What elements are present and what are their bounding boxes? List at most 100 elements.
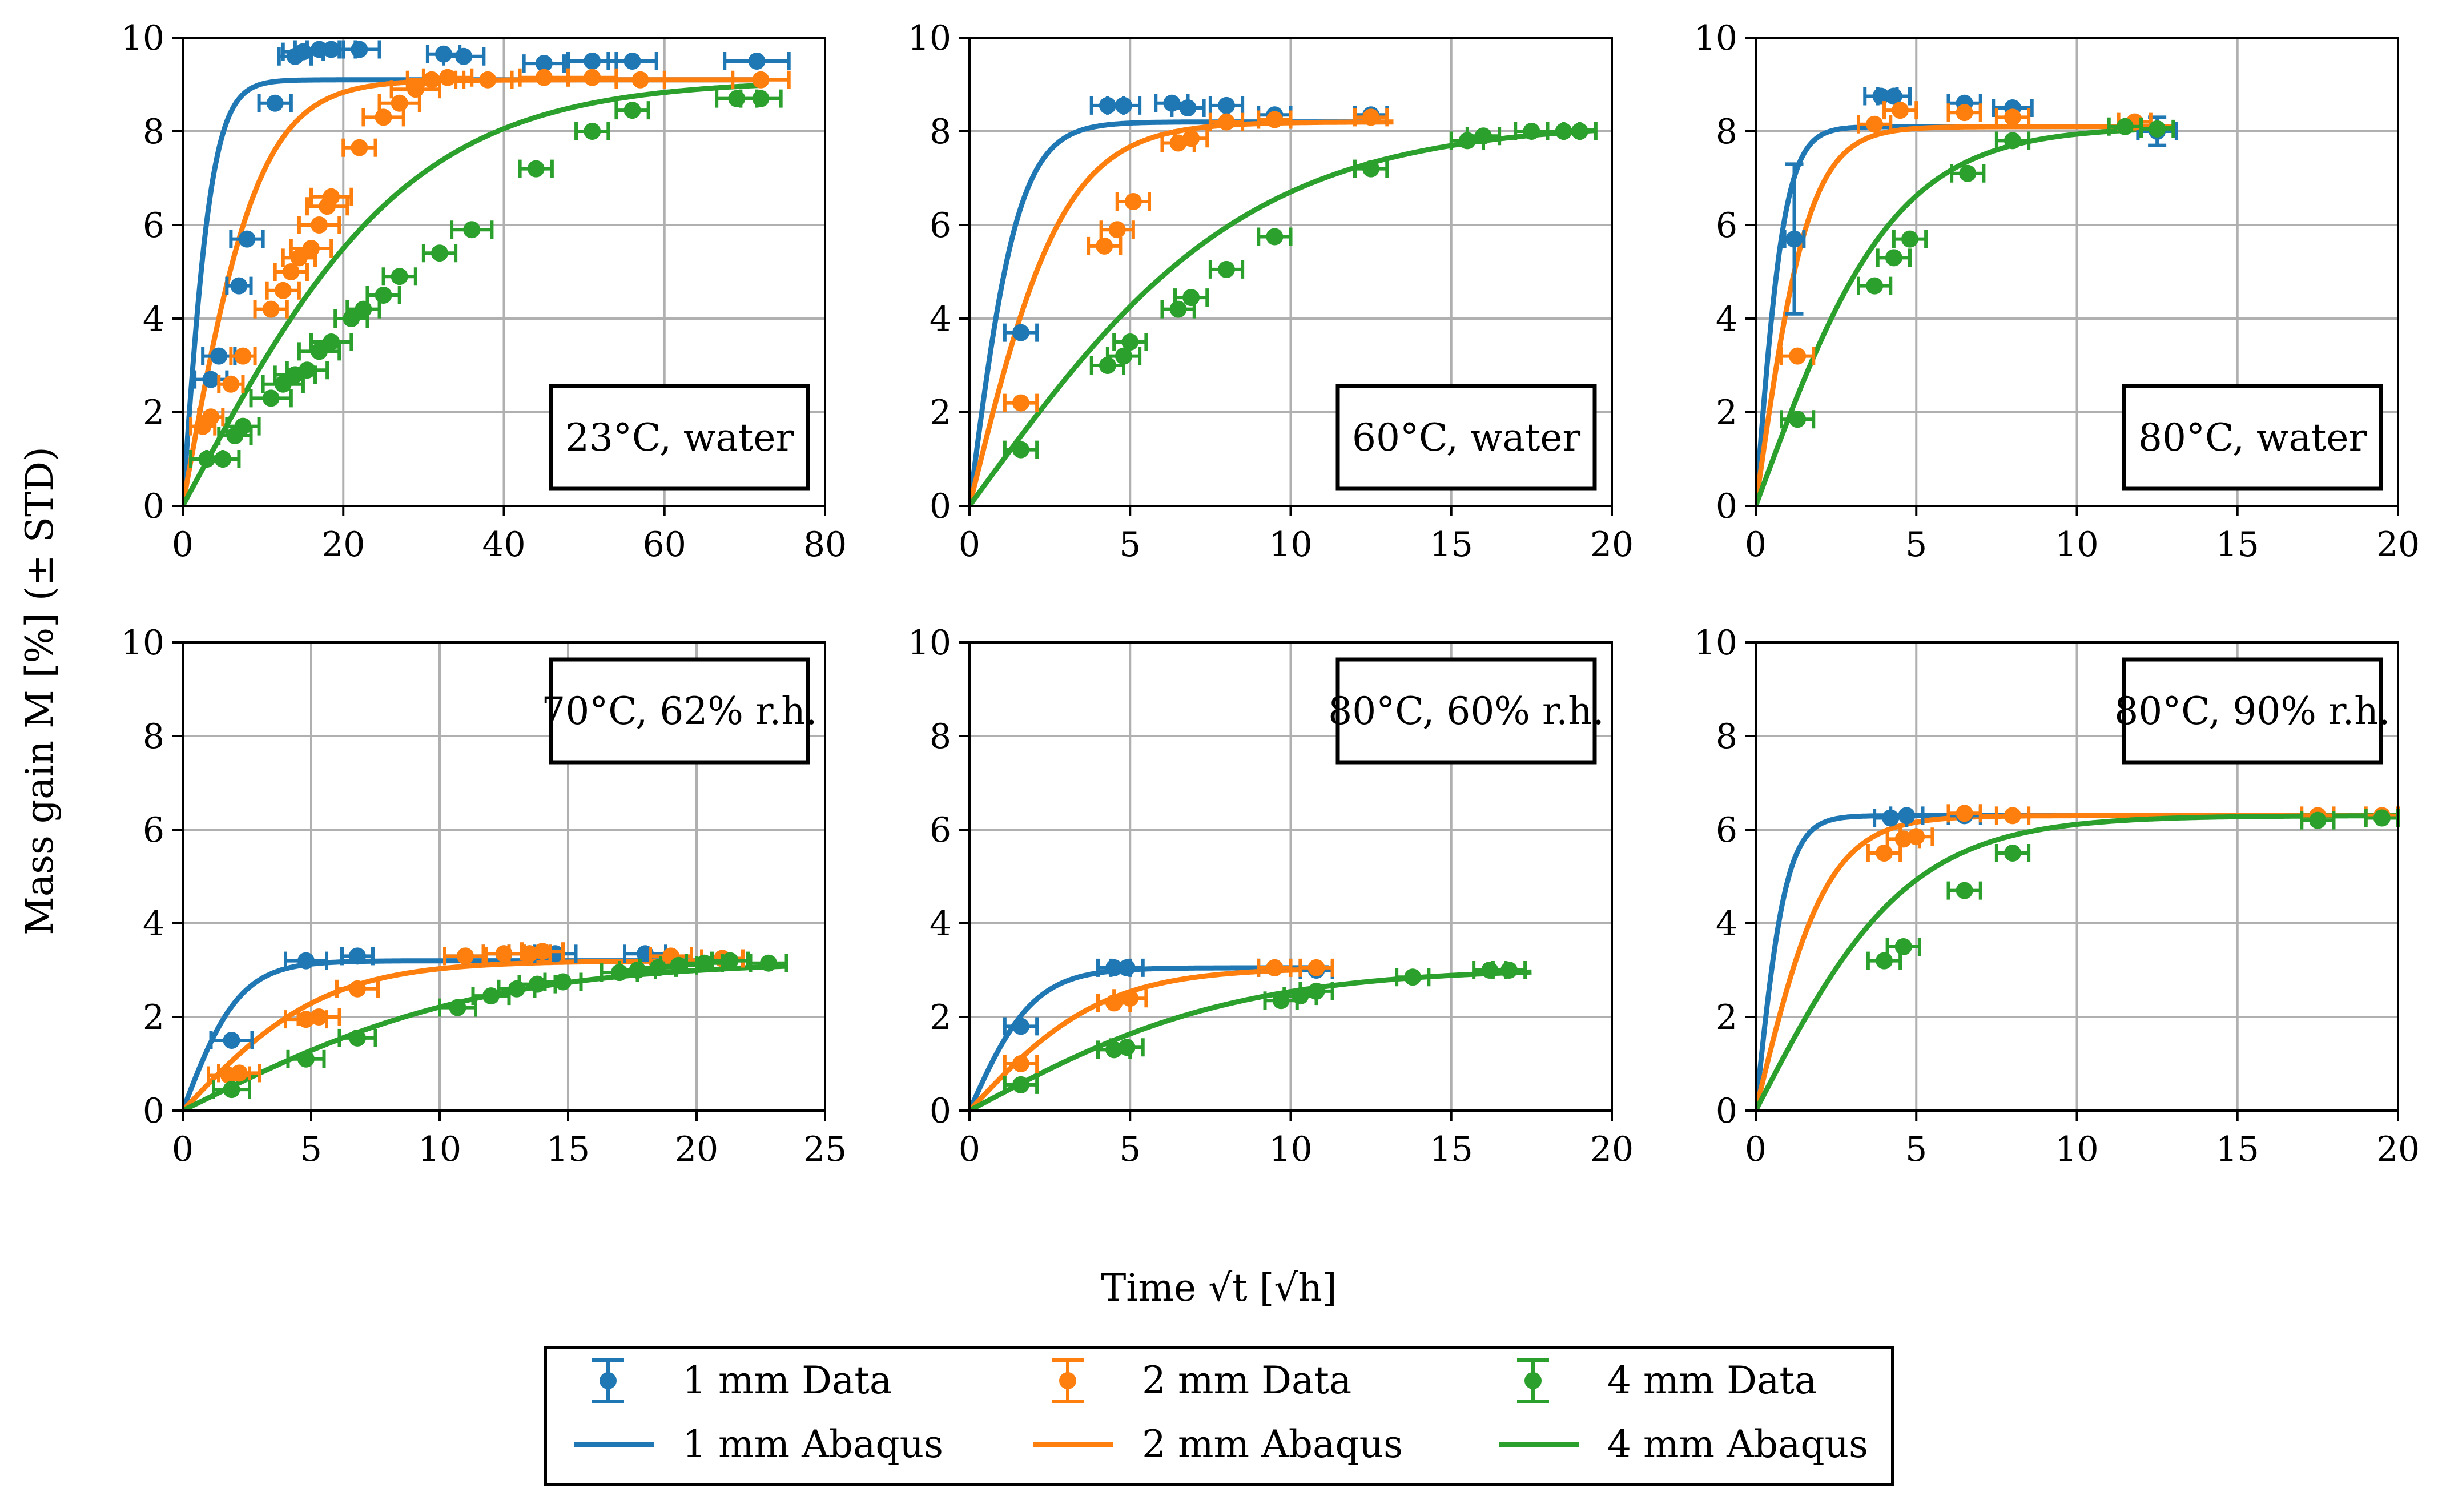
x-tick-label: 0 bbox=[172, 525, 194, 565]
x-tick-label: 5 bbox=[1905, 525, 1927, 565]
y-axis-title: Mass gain M [%] (± STD) bbox=[18, 447, 62, 935]
x-tick-label: 5 bbox=[1119, 525, 1141, 565]
data-point bbox=[337, 1028, 377, 1047]
data-point bbox=[217, 375, 245, 393]
data-point bbox=[517, 975, 557, 994]
condition-label: 80°C, 60% r.h. bbox=[1328, 689, 1604, 733]
legend-data-marker bbox=[1517, 1358, 1549, 1403]
data-point bbox=[1866, 844, 1902, 862]
y-tick-label: 4 bbox=[143, 904, 164, 944]
condition-label: 80°C, 90% r.h. bbox=[2114, 689, 2391, 733]
data-point bbox=[462, 70, 514, 89]
panel: 0 20 40 60 80 0 2 4 6 8 10 23°C, water bbox=[121, 18, 847, 565]
y-tick-label: 0 bbox=[1716, 1091, 1737, 1131]
data-point bbox=[1994, 108, 2031, 127]
data-point bbox=[443, 947, 488, 966]
data-point bbox=[296, 1008, 341, 1026]
y-tick-label: 4 bbox=[930, 904, 951, 944]
data-point bbox=[249, 389, 293, 408]
data-point bbox=[450, 220, 494, 239]
data-point bbox=[471, 987, 511, 1006]
data-point bbox=[257, 94, 293, 112]
x-tick-label: 0 bbox=[959, 1129, 980, 1169]
x-tick-label: 40 bbox=[482, 525, 525, 565]
data-point bbox=[739, 89, 783, 108]
y-tick-label: 0 bbox=[930, 1091, 951, 1131]
condition-label-box bbox=[1335, 384, 1597, 491]
data-point bbox=[1885, 938, 1921, 956]
data-point bbox=[289, 239, 333, 258]
data-point bbox=[421, 68, 474, 87]
y-tick-label: 4 bbox=[1716, 299, 1737, 339]
data-point bbox=[225, 417, 261, 436]
data-point bbox=[365, 286, 401, 304]
data-point bbox=[1170, 99, 1206, 117]
data-point bbox=[389, 80, 441, 99]
data-point bbox=[438, 998, 477, 1017]
y-tick-label: 6 bbox=[143, 206, 164, 246]
y-tick-label: 8 bbox=[930, 112, 951, 152]
data-point bbox=[341, 138, 377, 157]
data-point bbox=[1208, 260, 1245, 279]
data-point bbox=[1003, 1017, 1039, 1036]
data-point bbox=[1946, 881, 1982, 900]
data-point bbox=[1105, 347, 1142, 365]
condition-label-box bbox=[2122, 657, 2383, 765]
data-point bbox=[710, 951, 750, 970]
data-point bbox=[265, 281, 301, 300]
y-tick-label: 0 bbox=[143, 1091, 164, 1131]
panel: 0 5 10 15 20 0 2 4 6 8 10 80°C, 90% r.h. bbox=[1694, 623, 2420, 1169]
abaqus-curve bbox=[183, 82, 762, 506]
data-point bbox=[1353, 108, 1389, 127]
data-point bbox=[1994, 131, 2031, 150]
x-tick-label: 15 bbox=[1430, 1129, 1473, 1169]
data-point bbox=[1003, 1075, 1039, 1094]
panel: 0 5 10 15 20 0 2 4 6 8 10 80°C, water bbox=[1694, 18, 2420, 565]
data-point bbox=[1783, 162, 1806, 316]
y-tick-label: 2 bbox=[1716, 393, 1737, 433]
plot-frame bbox=[182, 641, 826, 1112]
data-point bbox=[381, 267, 417, 286]
x-tick-label: 10 bbox=[418, 1129, 461, 1169]
data-point bbox=[1003, 440, 1039, 459]
y-tick-label: 2 bbox=[1716, 998, 1737, 1038]
data-point bbox=[1109, 958, 1145, 977]
y-tick-label: 0 bbox=[1716, 486, 1737, 526]
abaqus-curve bbox=[969, 119, 1395, 506]
data-point bbox=[606, 52, 658, 70]
data-point bbox=[1112, 989, 1148, 1008]
data-point bbox=[1876, 87, 1912, 106]
y-tick-label: 10 bbox=[1694, 623, 1737, 663]
data-point bbox=[685, 954, 724, 972]
x-tick-label: 0 bbox=[1745, 1129, 1767, 1169]
data-point bbox=[1208, 112, 1245, 131]
y-tick-label: 10 bbox=[1694, 18, 1737, 58]
data-point bbox=[1257, 227, 1293, 246]
x-tick-label: 10 bbox=[1269, 1129, 1312, 1169]
x-axis-title: Time √t [√h] bbox=[1101, 1266, 1337, 1310]
x-tick-label: 0 bbox=[1745, 525, 1767, 565]
data-point bbox=[345, 300, 381, 319]
data-point bbox=[285, 361, 329, 380]
data-point bbox=[335, 979, 380, 998]
data-point bbox=[1562, 122, 1598, 140]
y-tick-label: 4 bbox=[930, 299, 951, 339]
x-tick-label: 15 bbox=[1430, 525, 1473, 565]
y-tick-label: 10 bbox=[908, 18, 951, 58]
abaqus-curve bbox=[969, 969, 1532, 1111]
data-point bbox=[1892, 230, 1928, 248]
x-tick-label: 20 bbox=[1590, 525, 1634, 565]
data-point bbox=[543, 972, 583, 991]
data-point bbox=[1099, 220, 1135, 239]
data-point bbox=[253, 300, 289, 319]
condition-label: 23°C, water bbox=[565, 416, 794, 460]
x-tick-label: 20 bbox=[2376, 1129, 2420, 1169]
data-point bbox=[1112, 333, 1148, 351]
data-point bbox=[1089, 356, 1125, 375]
legend: 1 mm Data 1 mm Abaqus 2 mm Data 2 mm Abaqus… bbox=[544, 1346, 1894, 1486]
condition-label: 80°C, water bbox=[2138, 416, 2367, 460]
x-tick-label: 20 bbox=[1590, 1129, 1634, 1169]
data-point bbox=[518, 159, 554, 178]
data-point bbox=[1465, 127, 1502, 146]
